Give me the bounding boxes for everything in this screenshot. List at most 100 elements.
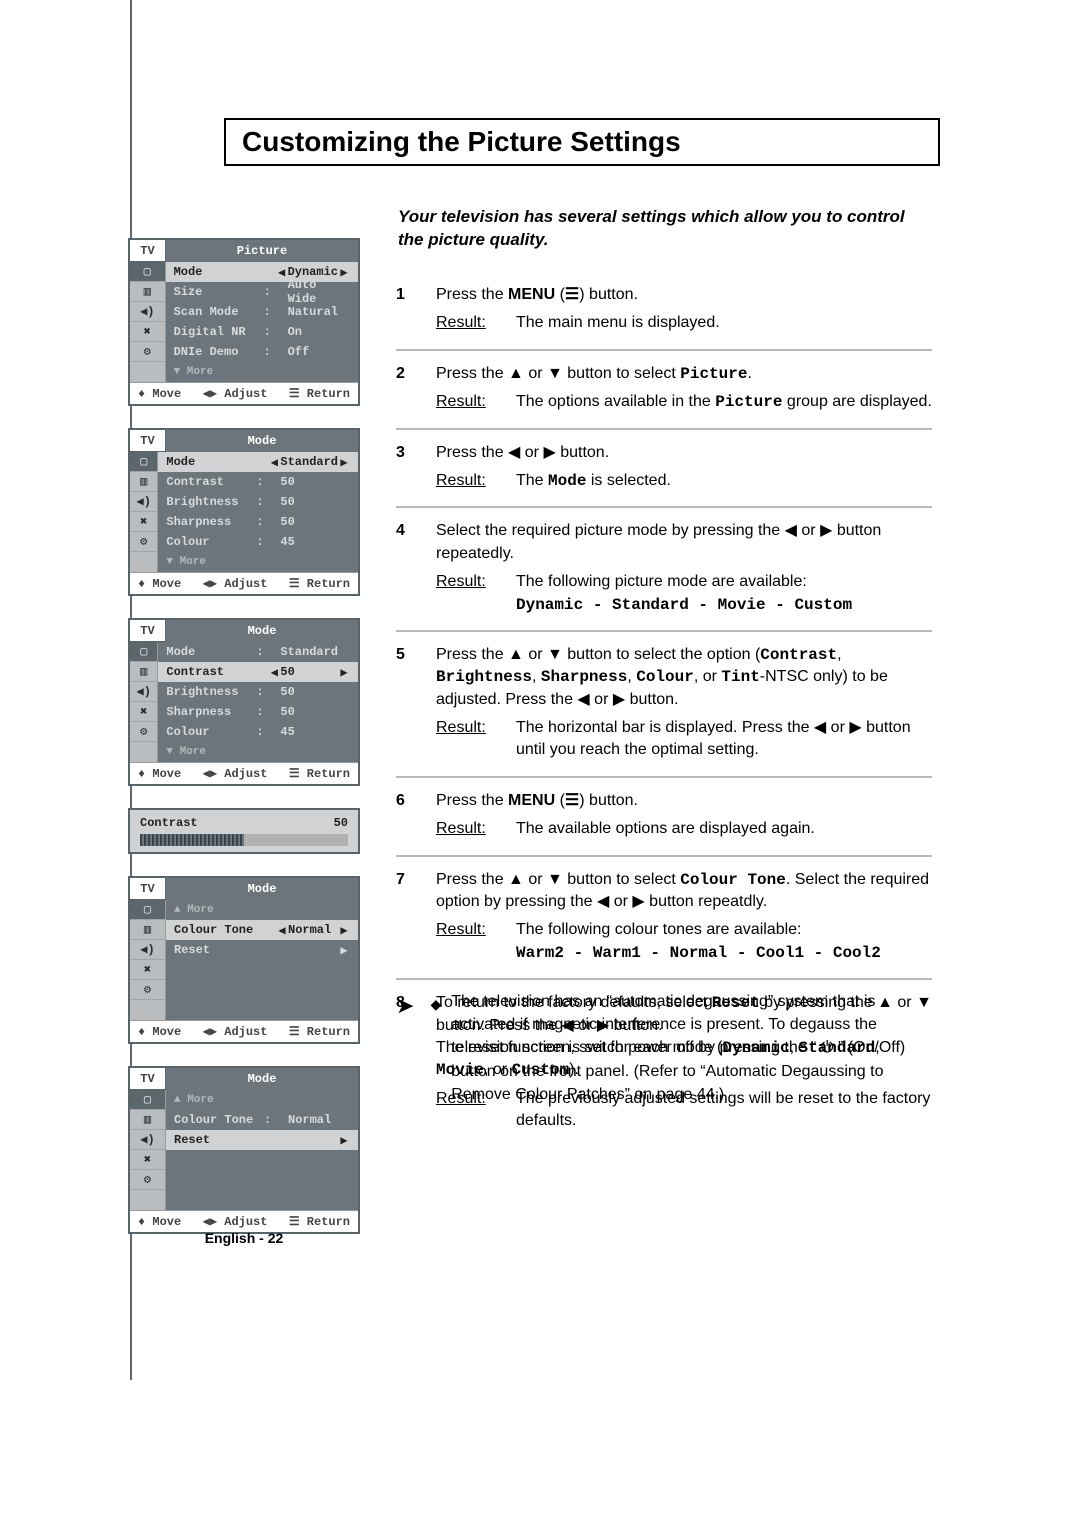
menu-category-icon: ▥ bbox=[130, 920, 165, 940]
menu-row: Mode◀Standard▶ bbox=[158, 452, 358, 472]
menu-row: Colour:45 bbox=[158, 722, 358, 742]
result-text: The following picture mode are available… bbox=[516, 571, 932, 616]
step-number: 6 bbox=[396, 790, 436, 841]
menu-category-icon: ▥ bbox=[130, 1110, 165, 1130]
menu-category-icon: ▢ bbox=[130, 262, 165, 282]
note-text: The television has an “automatic degauss… bbox=[451, 990, 932, 1106]
osd-menu: TVPicture▢▥◀)✖⚙Mode◀Dynamic▶Size:Auto Wi… bbox=[128, 238, 360, 406]
menu-title: Mode bbox=[166, 1068, 358, 1090]
menu-category-icon: ✖ bbox=[130, 1150, 165, 1170]
step-number: 3 bbox=[396, 442, 436, 493]
menu-row: Contrast◀50▶ bbox=[158, 662, 358, 682]
menu-category-icon: ✖ bbox=[130, 512, 157, 532]
menu-row: Mode:Standard bbox=[158, 642, 358, 662]
result-text: The available options are displayed agai… bbox=[516, 818, 932, 840]
result-label: Result: bbox=[436, 312, 516, 334]
menu-row bbox=[166, 980, 358, 1000]
menu-title: Mode bbox=[166, 430, 358, 452]
menu-category-icon: ✖ bbox=[130, 960, 165, 980]
osd-menu: TVMode ▢▥◀)✖⚙ Mode◀Standard▶Contrast:50Bri… bbox=[128, 428, 360, 596]
menu-category-icon: ⚙ bbox=[130, 722, 157, 742]
menu-row: Sharpness:50 bbox=[158, 512, 358, 532]
menu-row: Scan Mode:Natural bbox=[166, 302, 358, 322]
menu-title: Mode bbox=[166, 878, 358, 900]
menu-tv-cell: TV bbox=[130, 240, 166, 262]
result-text: The horizontal bar is displayed. Press t… bbox=[516, 717, 932, 762]
menu-category-icon: ◀) bbox=[130, 682, 157, 702]
result-text: The main menu is displayed. bbox=[516, 312, 932, 334]
step-text: Press the ◀ or ▶ button. bbox=[436, 442, 932, 464]
menu-row: ▼ More bbox=[158, 742, 358, 762]
menu-category-icon: ▢ bbox=[130, 452, 157, 472]
step: 4Select the required picture mode by pre… bbox=[396, 506, 932, 630]
menu-category-icon: ▢ bbox=[130, 900, 165, 920]
menu-category-icon: ⚙ bbox=[130, 980, 165, 1000]
menu-tv-cell: TV bbox=[130, 1068, 166, 1090]
menu-row: Brightness:50 bbox=[158, 682, 358, 702]
result-label: Result: bbox=[436, 717, 516, 762]
menu-row: ▼ More bbox=[166, 362, 358, 382]
step: 7Press the ▲ or ▼ button to select Colou… bbox=[396, 855, 932, 979]
step-text: Press the MENU (☰) button. bbox=[436, 284, 932, 306]
result-label: Result: bbox=[436, 571, 516, 616]
menu-tv-cell: TV bbox=[130, 620, 166, 642]
menu-row bbox=[166, 1190, 358, 1210]
menu-row bbox=[166, 960, 358, 980]
menu-row: Reset ▶ bbox=[166, 940, 358, 960]
menu-category-icon: ▥ bbox=[130, 282, 165, 302]
result-label: Result: bbox=[436, 470, 516, 492]
result-label: Result: bbox=[436, 818, 516, 840]
menu-row bbox=[166, 1170, 358, 1190]
step-number: 7 bbox=[396, 869, 436, 965]
menu-category-icon: ◀) bbox=[130, 1130, 165, 1150]
note-block: ➤ ◆ The television has an “automatic deg… bbox=[396, 990, 932, 1106]
page-title: Customizing the Picture Settings bbox=[224, 118, 940, 166]
menu-footer: ♦ Move◀▶ Adjust☰ Return bbox=[130, 572, 358, 594]
menu-footer: ♦ Move◀▶ Adjust☰ Return bbox=[130, 1020, 358, 1042]
menu-row: Sharpness:50 bbox=[158, 702, 358, 722]
menu-category-icon: ⚙ bbox=[130, 532, 157, 552]
result-text: The Mode is selected. bbox=[516, 470, 932, 492]
menu-category-icon: ◀) bbox=[130, 492, 157, 512]
step: 6Press the MENU (☰) button. Result:The av… bbox=[396, 776, 932, 855]
menu-category-icon: ▢ bbox=[130, 1090, 165, 1110]
result-label: Result: bbox=[436, 919, 516, 964]
note-arrow-icon: ➤ bbox=[396, 990, 414, 1106]
menu-row: Digital NR:On bbox=[166, 322, 358, 342]
menu-category-icon: ⚙ bbox=[130, 1170, 165, 1190]
step-text: Press the ▲ or ▼ button to select the op… bbox=[436, 644, 932, 711]
menu-row: DNIe Demo:Off bbox=[166, 342, 358, 362]
osd-menu-column: TVPicture▢▥◀)✖⚙Mode◀Dynamic▶Size:Auto Wi… bbox=[128, 238, 360, 1256]
menu-title: Picture bbox=[166, 240, 358, 262]
menu-category-icon: ⚙ bbox=[130, 342, 165, 362]
menu-category-icon: ▥ bbox=[130, 472, 157, 492]
menu-row: Brightness:50 bbox=[158, 492, 358, 512]
menu-row bbox=[166, 1000, 358, 1020]
menu-tv-cell: TV bbox=[130, 878, 166, 900]
bullet-icon: ◆ bbox=[430, 994, 441, 1106]
step: 3Press the ◀ or ▶ button. Result:The Mode… bbox=[396, 428, 932, 507]
menu-category-icon: ◀) bbox=[130, 940, 165, 960]
menu-footer: ♦ Move◀▶ Adjust☰ Return bbox=[130, 762, 358, 784]
step-number: 2 bbox=[396, 363, 436, 414]
menu-row: Reset ▶ bbox=[166, 1130, 358, 1150]
osd-menu: TVMode▢▥◀)✖⚙Mode:StandardContrast◀50▶Bri… bbox=[128, 618, 360, 786]
result-text: The following colour tones are available… bbox=[516, 919, 932, 964]
result-label: Result: bbox=[436, 391, 516, 413]
menu-row: Colour:45 bbox=[158, 532, 358, 552]
menu-row: Contrast:50 bbox=[158, 472, 358, 492]
step-number: 5 bbox=[396, 644, 436, 762]
menu-footer: ♦ Move◀▶ Adjust☰ Return bbox=[130, 382, 358, 404]
menu-tv-cell: TV bbox=[130, 430, 166, 452]
step-text: Select the required picture mode by pres… bbox=[436, 520, 932, 565]
step-number: 1 bbox=[396, 284, 436, 335]
step: 2Press the ▲ or ▼ button to select Pictu… bbox=[396, 349, 932, 428]
step-text: Press the MENU (☰) button. bbox=[436, 790, 932, 812]
menu-footer: ♦ Move◀▶ Adjust☰ Return bbox=[130, 1210, 358, 1232]
menu-category-icon: ✖ bbox=[130, 702, 157, 722]
menu-row: ▲ More bbox=[166, 900, 358, 920]
menu-title: Mode bbox=[166, 620, 358, 642]
step: 1Press the MENU (☰) button. Result:The ma… bbox=[396, 272, 932, 349]
page-footer: English - 22 bbox=[128, 1230, 360, 1246]
menu-row bbox=[166, 1150, 358, 1170]
